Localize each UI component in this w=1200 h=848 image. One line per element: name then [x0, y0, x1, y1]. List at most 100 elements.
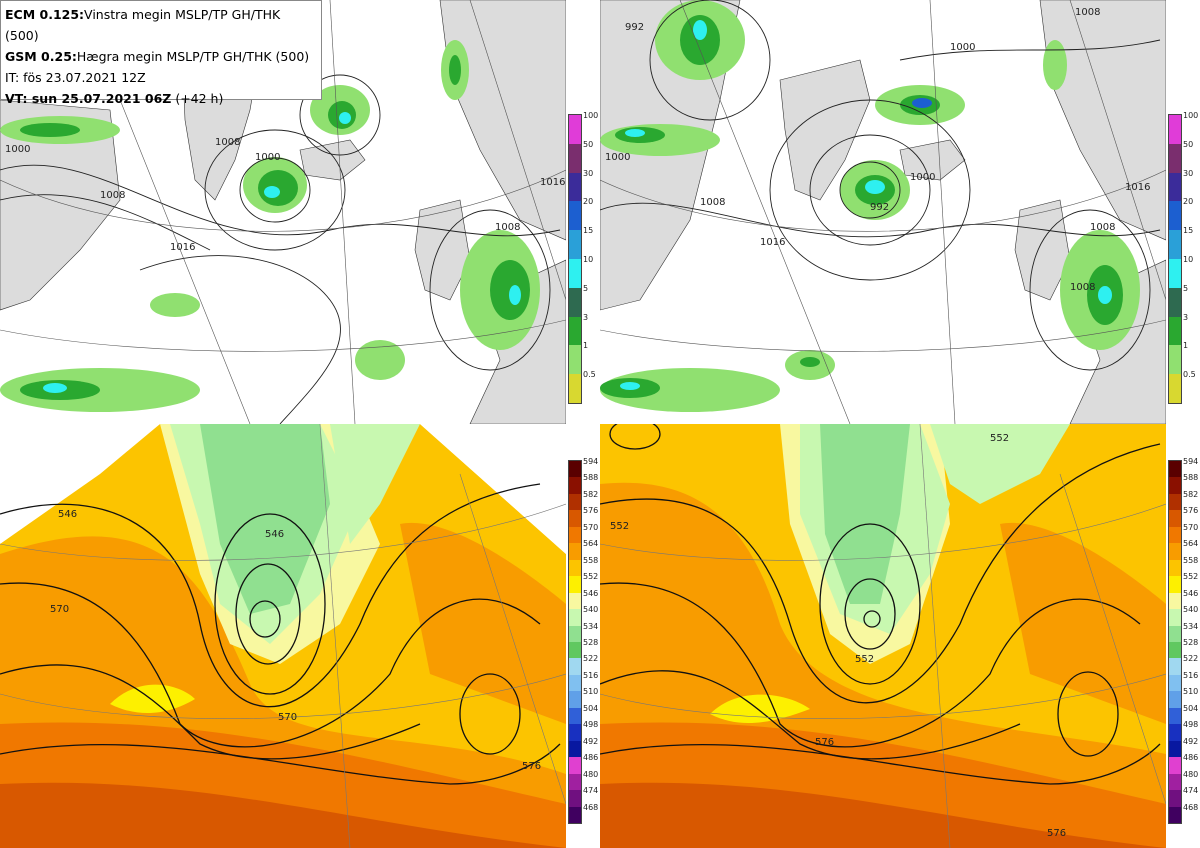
gsm-gh-map: 552 552 552 576 576: [600, 424, 1166, 848]
colorbar-tick-label: 522: [583, 654, 599, 664]
isobar-label: 1016: [540, 177, 565, 188]
map-header: ECM 0.125:Vinstra megin MSLP/TP GH/THK (…: [0, 0, 322, 106]
colorbar-tick-label: 504: [583, 703, 599, 713]
isobar-label: 1008: [100, 190, 125, 201]
iceland-landmass: [299, 139, 366, 181]
thickness-colorbar-right: [1168, 460, 1182, 824]
colorbar-tick-label: 30: [583, 168, 594, 178]
height-label: 552: [855, 654, 874, 665]
colorbar-swatch: [569, 773, 581, 791]
colorbar-tick-label: 100: [583, 111, 599, 120]
canada-landmass: [0, 99, 121, 311]
height-contours: [0, 483, 561, 785]
colorbar-swatch: [569, 707, 581, 725]
colorbar-tick-label: 588: [1183, 473, 1199, 483]
precip-colorbar-right: [1168, 114, 1182, 404]
ecm-gh-map: 546 546 570 570 576: [0, 424, 566, 848]
height-label: 570: [50, 604, 69, 615]
colorbar-tick-label: 474: [583, 786, 599, 796]
thickness-colorbar-left: [568, 460, 582, 824]
isobar-label: 1016: [1125, 182, 1150, 193]
colorbar-tick-label: 552: [583, 572, 599, 582]
colorbar-swatch: [1169, 201, 1181, 231]
colorbar-tick-label: 498: [1183, 720, 1199, 730]
colorbar-tick-label: 540: [583, 605, 599, 615]
isobar-label: 1000: [255, 152, 280, 163]
colorbar-tick-label: 0.5: [583, 370, 596, 380]
colorbar-swatch: [1169, 658, 1181, 675]
colorbar-swatch: [569, 287, 581, 317]
colorbar-swatch: [569, 201, 581, 231]
colorbar-swatch: [1169, 258, 1181, 288]
ecm-description: Vinstra megin MSLP/TP GH/THK (500): [5, 7, 281, 43]
colorbar-swatch: [569, 592, 581, 610]
isobar-label: 1000: [950, 42, 975, 53]
isobar-label: 1008: [495, 222, 520, 233]
colorbar-swatch: [1169, 143, 1181, 173]
colorbar-tick-label: 20: [1183, 197, 1194, 207]
colorbar-tick-label: 50: [1183, 139, 1194, 149]
height-label: 576: [815, 737, 834, 748]
height-label: 552: [610, 521, 629, 532]
colorbar-swatch: [569, 609, 581, 626]
colorbar-swatch: [1169, 287, 1181, 317]
colorbar-swatch: [569, 526, 581, 544]
colorbar-swatch: [569, 641, 581, 659]
height-label: 570: [278, 712, 297, 723]
colorbar-swatch: [1169, 757, 1181, 774]
colorbar-swatch: [1169, 641, 1181, 659]
colorbar-tick-label: 558: [583, 555, 599, 565]
colorbar-tick-label: 594: [583, 457, 599, 466]
colorbar-swatch: [1169, 543, 1181, 560]
colorbar-swatch: [1169, 609, 1181, 626]
colorbar-swatch: [1169, 625, 1181, 642]
colorbar-tick-label: 468: [1183, 802, 1199, 812]
colorbar-swatch: [1169, 345, 1181, 375]
colorbar-tick-label: 50: [583, 139, 594, 149]
colorbar-swatch: [1169, 674, 1181, 692]
colorbar-tick-label: 546: [1183, 588, 1199, 598]
colorbar-swatch: [1169, 740, 1181, 758]
colorbar-swatch: [1169, 172, 1181, 202]
colorbar-swatch: [1169, 559, 1181, 577]
colorbar-tick-label: 582: [583, 489, 599, 499]
colorbar-swatch: [569, 543, 581, 560]
britain-landmass: [414, 199, 471, 301]
height-label: 546: [58, 509, 77, 520]
isobar-label: 1008: [1075, 7, 1100, 18]
colorbar-tick-label: 15: [583, 226, 594, 236]
colorbar-swatch: [1169, 374, 1181, 403]
colorbar-tick-label: 492: [1183, 736, 1199, 746]
colorbar-tick-label: 498: [583, 720, 599, 730]
colorbar-tick-label: 3: [583, 312, 589, 322]
colorbar-tick-label: 5: [1183, 283, 1189, 293]
colorbar-swatch: [569, 806, 581, 823]
colorbar-tick-label: 588: [583, 473, 599, 483]
colorbar-tick-label: 570: [583, 522, 599, 532]
colorbar-tick-label: 474: [1183, 786, 1199, 796]
colorbar-tick-label: 594: [1183, 457, 1199, 466]
colorbar-swatch: [1169, 230, 1181, 259]
colorbar-tick-label: 504: [1183, 703, 1199, 713]
colorbar-tick-label: 1: [583, 341, 589, 351]
colorbar-tick-label: 528: [583, 638, 599, 647]
height-label: 576: [1047, 828, 1066, 839]
isobar-label: 1016: [760, 237, 785, 248]
height-label: 546: [265, 529, 284, 540]
colorbar-tick-label: 30: [1183, 168, 1194, 178]
height-label: 576: [522, 761, 541, 772]
colorbar-swatch: [569, 115, 581, 144]
precipitation-areas: [600, 0, 1140, 412]
colorbar-tick-label: 480: [1183, 769, 1199, 779]
colorbar-tick-label: 100: [1183, 111, 1199, 120]
colorbar-swatch: [569, 345, 581, 375]
colorbar-swatch: [1169, 510, 1181, 527]
lat-lon-grid: [600, 0, 1166, 424]
colorbar-swatch: [569, 230, 581, 259]
colorbar-tick-label: 1: [1183, 341, 1189, 351]
colorbar-tick-label: 0.5: [1183, 370, 1196, 380]
isobars: [600, 0, 1161, 371]
colorbar-tick-label: 564: [583, 539, 599, 549]
colorbar-swatch: [1169, 526, 1181, 544]
colorbar-swatch: [1169, 806, 1181, 823]
